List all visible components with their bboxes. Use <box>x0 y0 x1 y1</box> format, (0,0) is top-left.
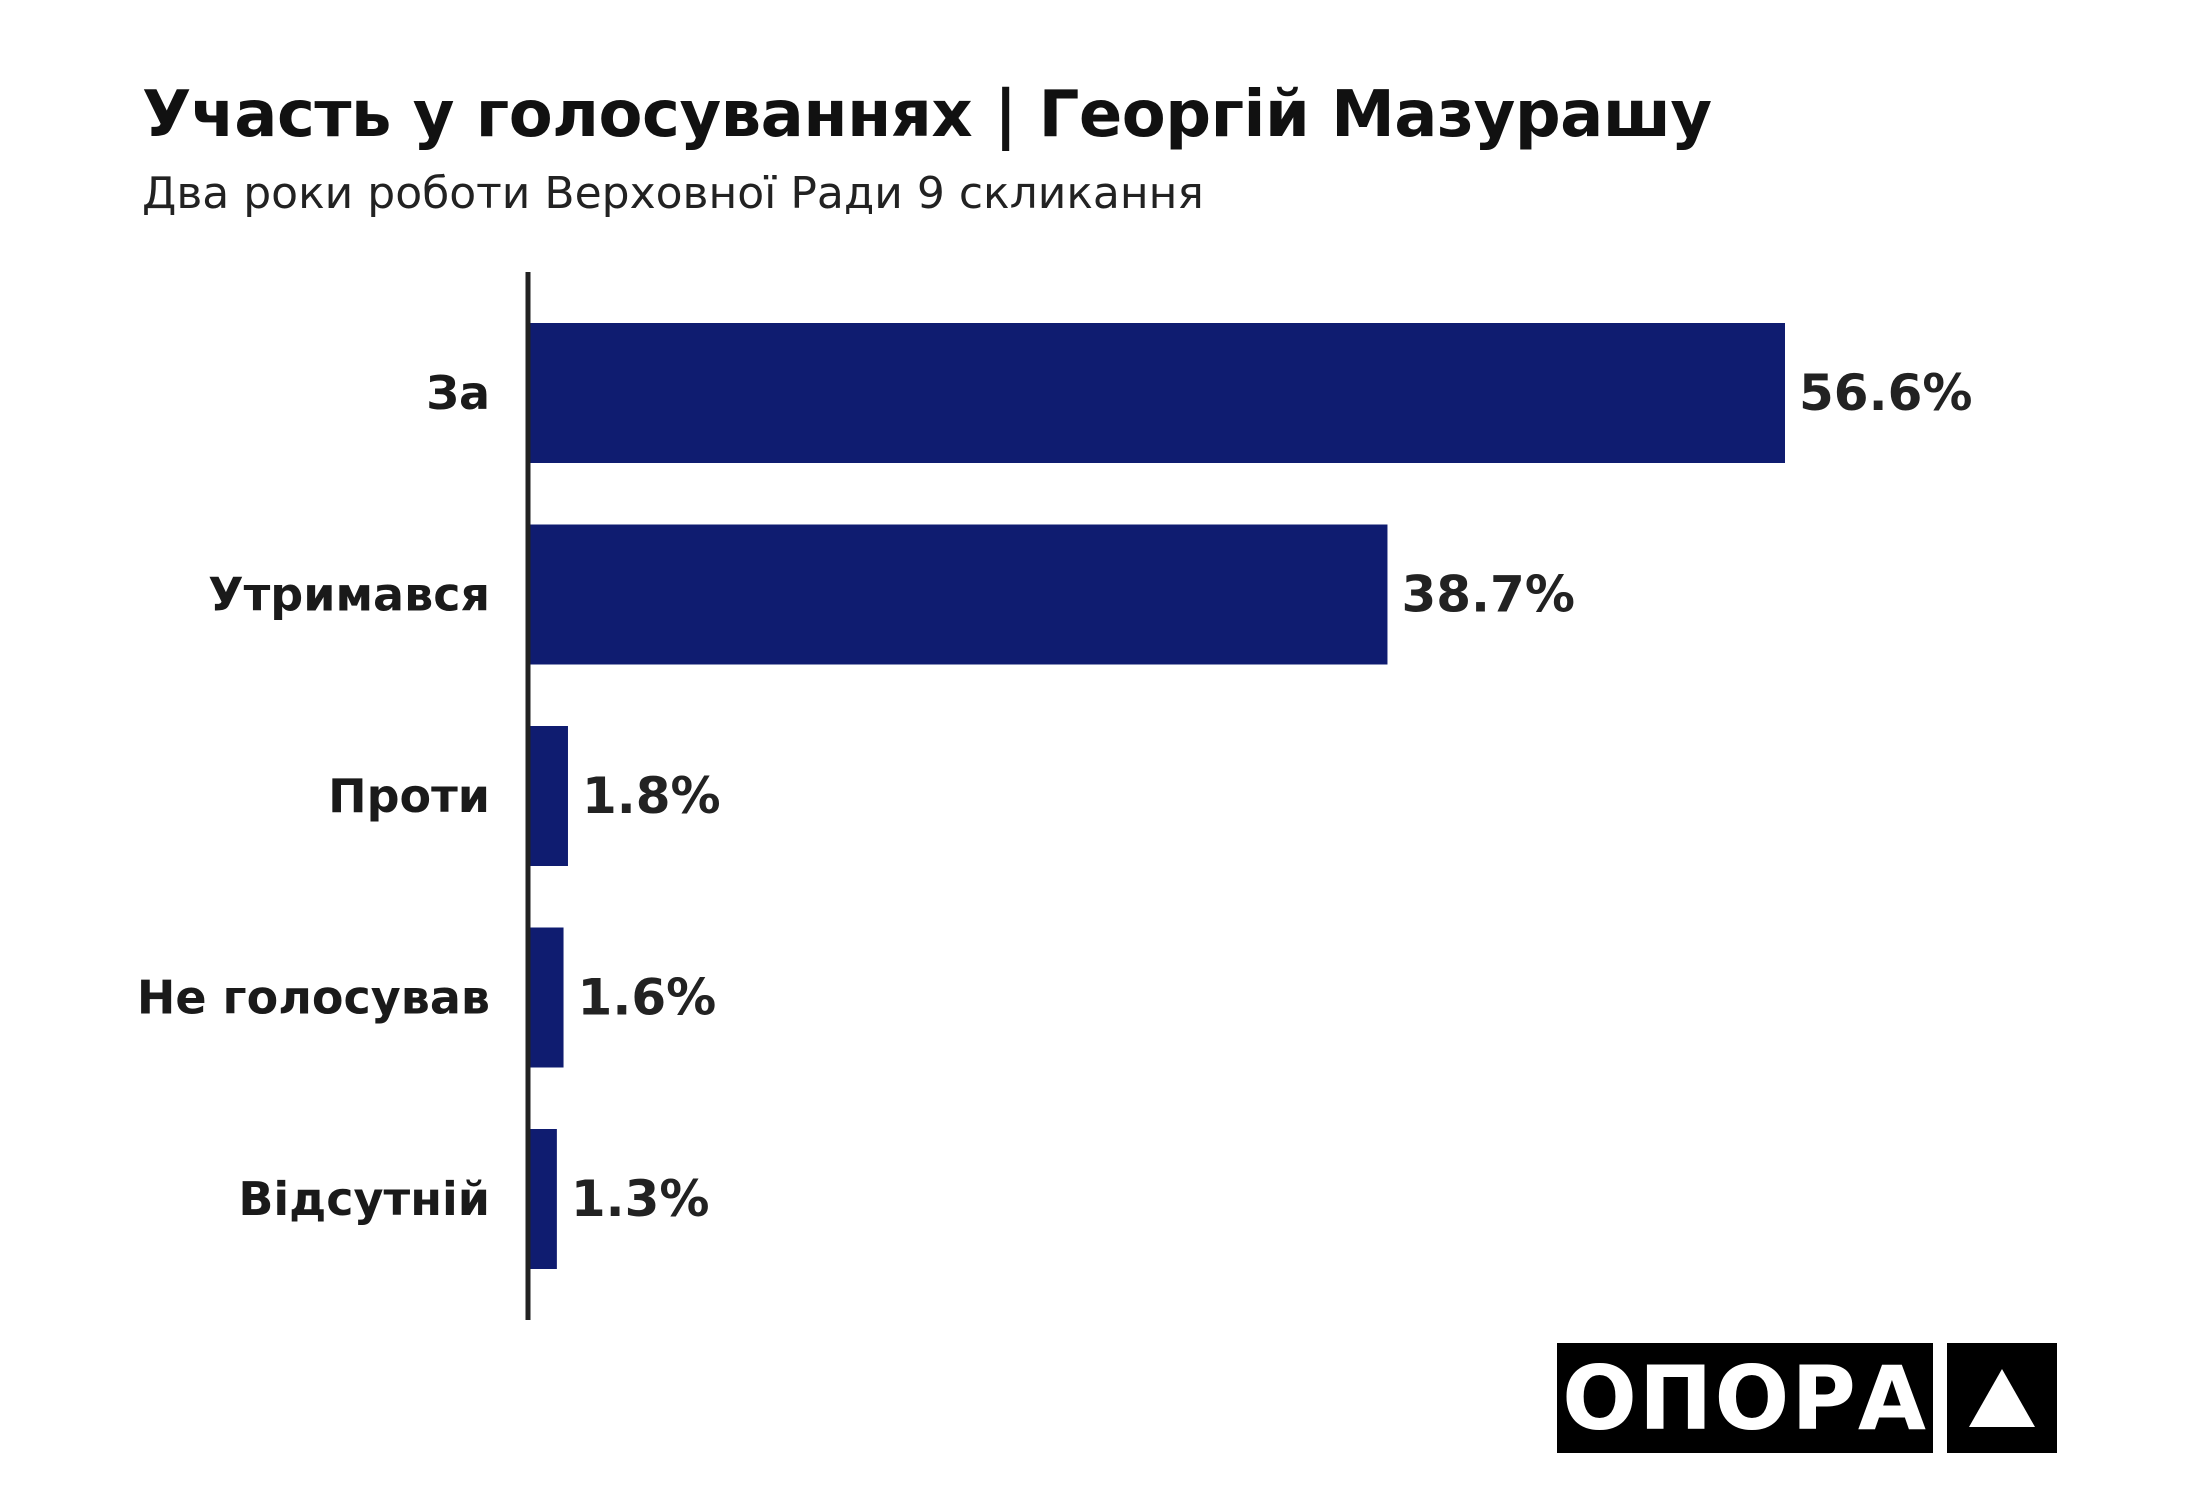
chart-title: Участь у голосуваннях | Георгій Мазурашу <box>142 78 1712 152</box>
category-label: Проти <box>328 769 490 823</box>
logo-wordmark: ОПОРА <box>1557 1343 1933 1453</box>
category-label: Утримався <box>208 568 490 622</box>
opora-logo: ОПОРА <box>1557 1343 2057 1453</box>
value-label: 1.3% <box>571 1170 710 1228</box>
bar <box>528 1129 557 1269</box>
category-label: Не голосував <box>137 971 490 1025</box>
value-label: 56.6% <box>1799 364 1972 422</box>
category-label: Відсутній <box>238 1172 490 1226</box>
value-label: 1.8% <box>582 767 721 825</box>
triangle-icon <box>1947 1343 2057 1453</box>
bar <box>528 323 1785 463</box>
bar <box>528 726 568 866</box>
value-label: 1.6% <box>578 969 717 1027</box>
bar <box>528 524 1388 665</box>
chart-subtitle: Два роки роботи Верховної Ради 9 скликан… <box>142 168 1204 219</box>
value-label: 38.7% <box>1401 566 1574 624</box>
category-label: За <box>426 366 490 420</box>
bar <box>528 927 564 1068</box>
